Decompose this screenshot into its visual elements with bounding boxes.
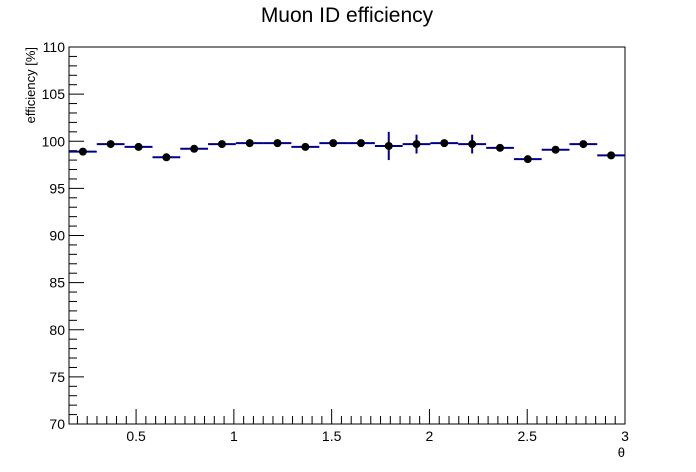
data-point: [440, 139, 449, 148]
x-tick-label: 0.5: [126, 428, 146, 444]
data-point: [134, 142, 143, 151]
data-point: [329, 139, 338, 148]
y-tick-label: 100: [42, 133, 66, 149]
y-axis-label: efficiency [%]: [23, 47, 38, 123]
y-tick-label: 110: [43, 39, 66, 55]
y-tick-label: 90: [49, 228, 65, 244]
chart-title: Muon ID efficiency: [261, 4, 434, 27]
y-tick-label: 95: [49, 180, 65, 196]
plot-frame: [68, 46, 626, 425]
x-axis-label: θ: [618, 445, 625, 460]
data-point: [217, 140, 226, 149]
x-tick-label: 3: [621, 428, 629, 444]
data-point: [273, 139, 282, 148]
data-point: [496, 143, 505, 152]
y-axis: 70 75 80 85 90 95 100 105 110: [42, 39, 84, 432]
x-tick-label: 1.5: [322, 428, 342, 444]
data-point: [384, 141, 393, 150]
data-point: [412, 140, 421, 149]
data-point: [245, 139, 254, 148]
y-tick-label: 80: [49, 322, 65, 338]
x-tick-label: 1: [230, 428, 238, 444]
data-point: [190, 144, 199, 153]
y-tick-label: 75: [49, 369, 65, 385]
x-axis: 0.5 1 1.5 2 2.5 3: [76, 409, 629, 444]
data-point: [551, 145, 560, 154]
y-tick-label: 105: [42, 86, 66, 102]
data-point: [356, 139, 365, 148]
x-tick-label: 2.5: [517, 428, 537, 444]
data-points: [69, 131, 625, 164]
data-point: [301, 142, 310, 151]
data-point: [607, 151, 616, 160]
data-point: [162, 153, 171, 162]
data-point: [523, 155, 532, 164]
data-point: [106, 140, 115, 149]
y-tick-label: 85: [49, 275, 65, 291]
data-point: [78, 147, 87, 156]
y-tick-label: 70: [49, 416, 65, 432]
x-tick-label: 2: [426, 428, 434, 444]
data-point: [468, 140, 477, 149]
data-point: [579, 140, 588, 149]
